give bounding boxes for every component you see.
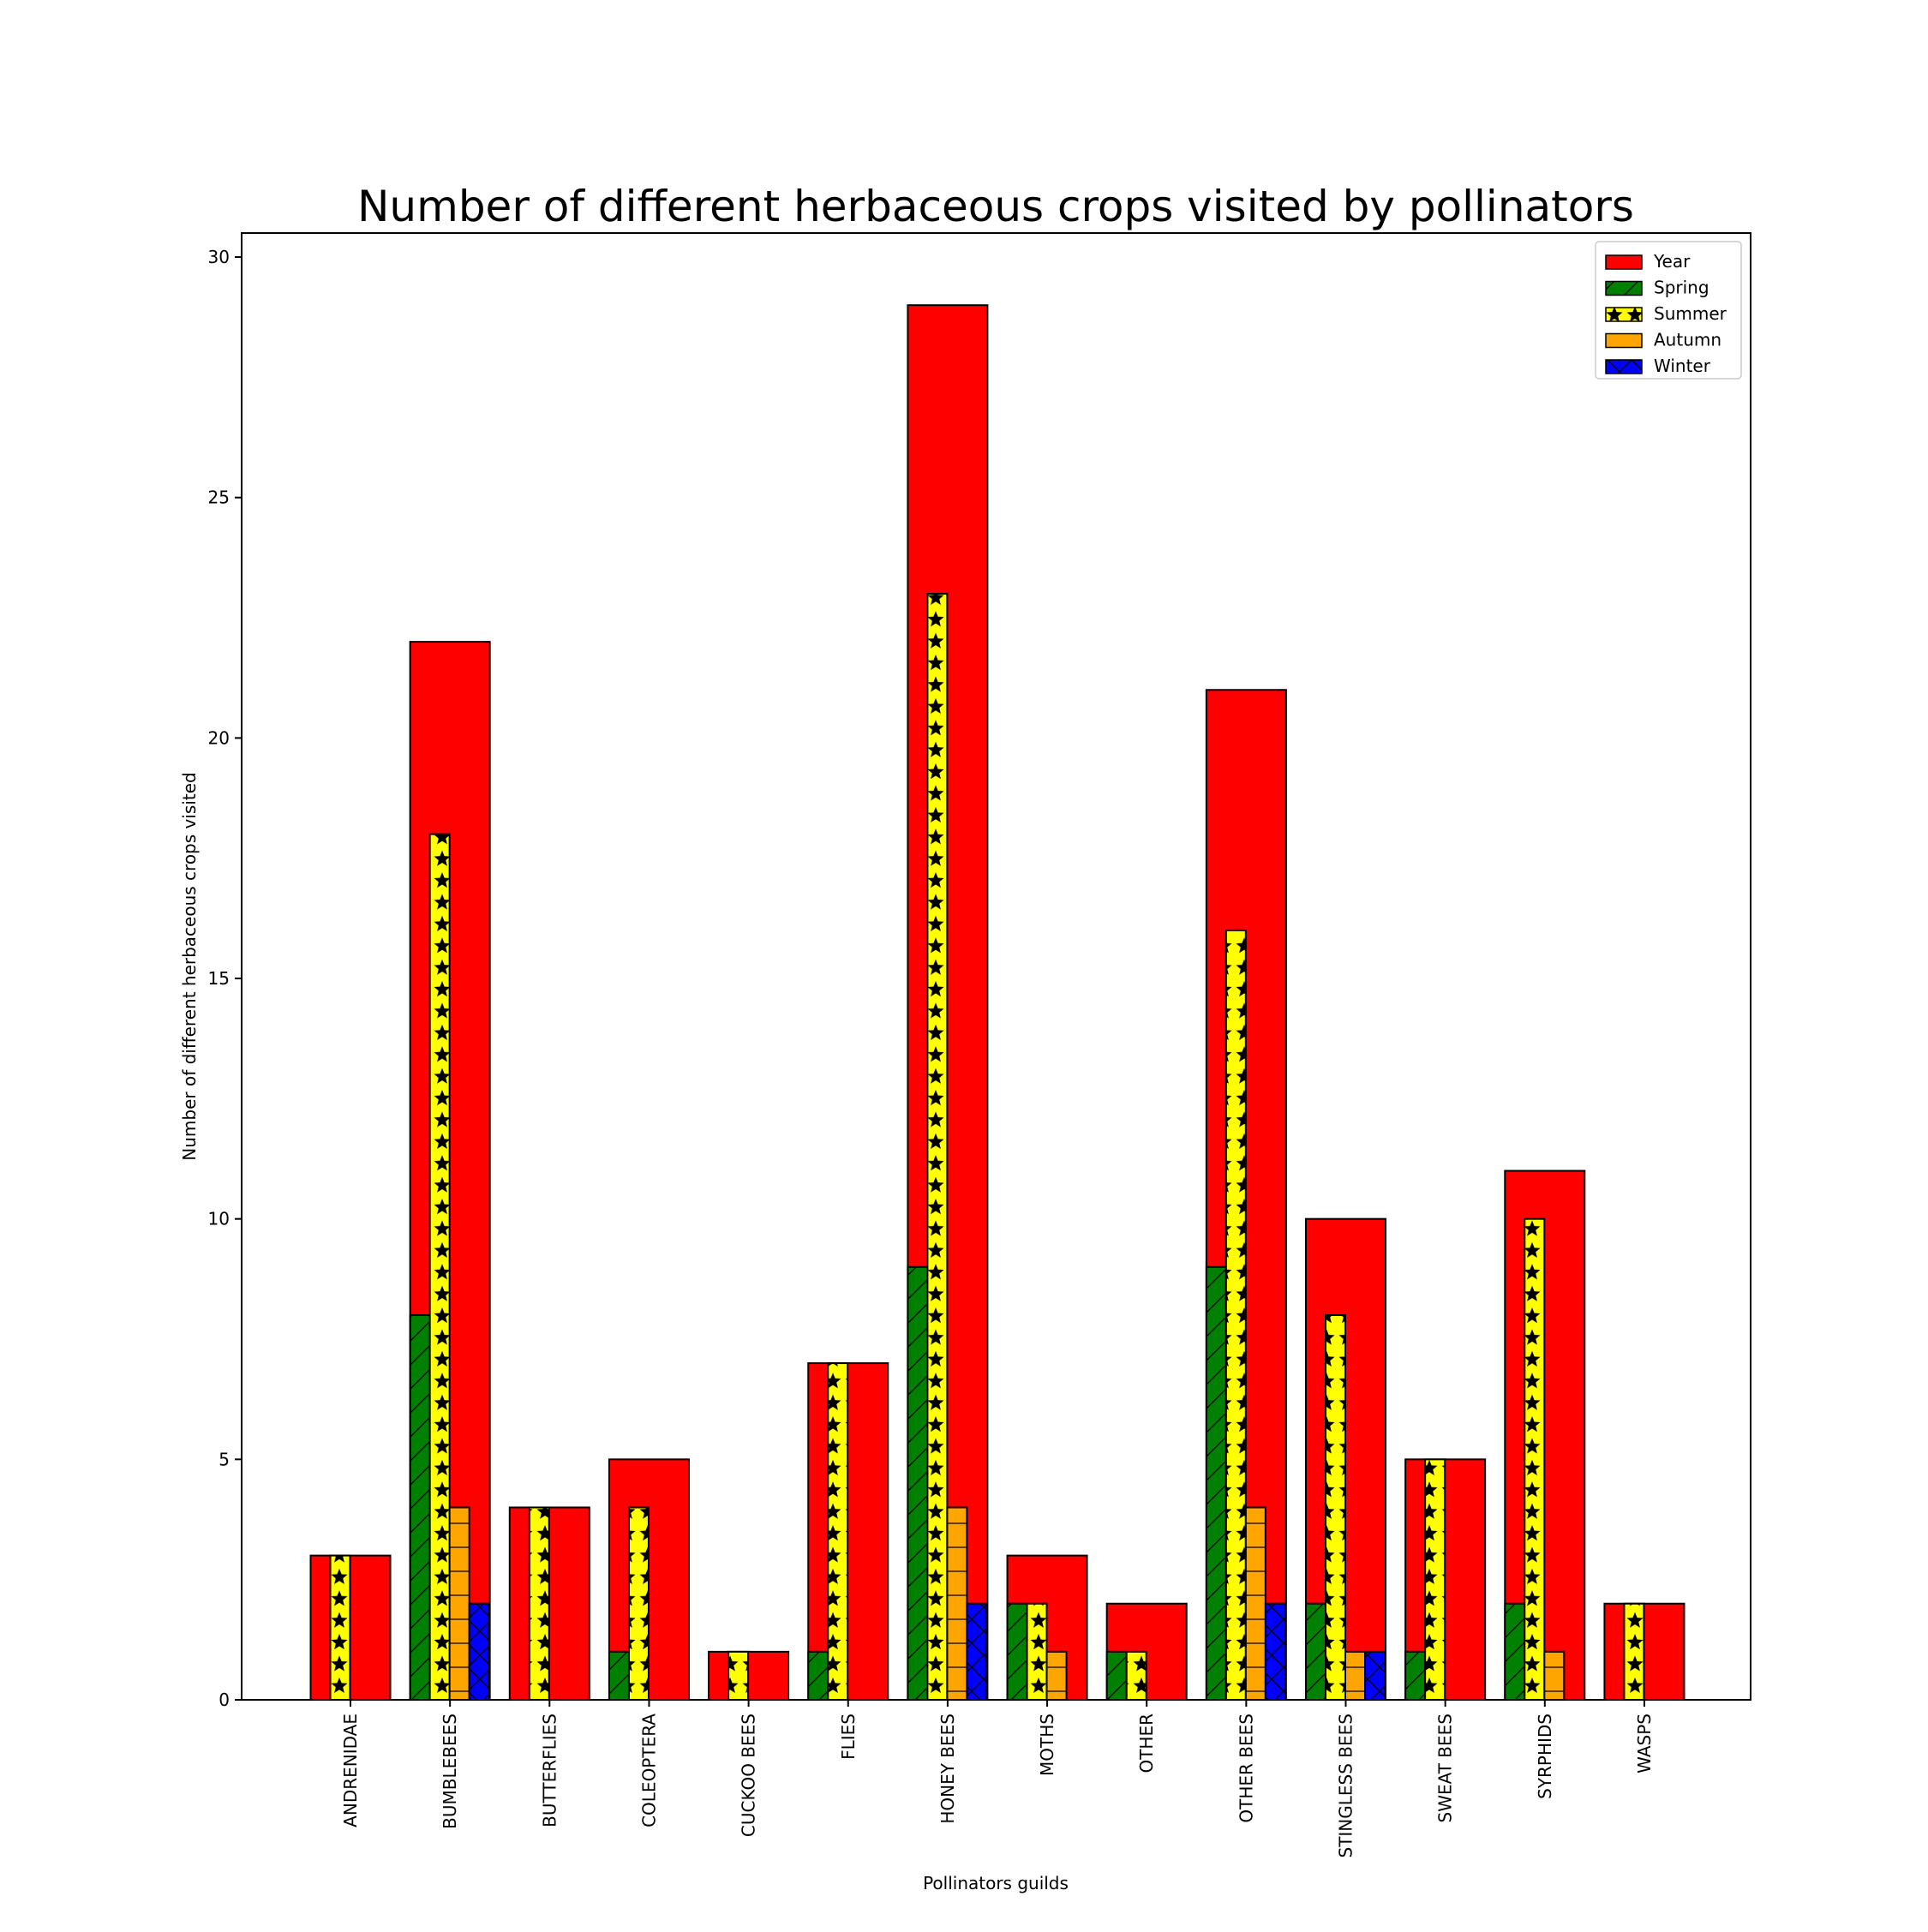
bar-hatch-spring-moths [1007,1603,1027,1700]
bar-group-other-bees [1205,689,1287,1702]
bar-hatch-summer-flies [828,1363,848,1700]
bar-hatch-summer-moths [1027,1603,1047,1700]
legend-swatch-year [1606,255,1642,269]
bar-hatch-summer-other-bees [1225,930,1246,1700]
x-tick-label: WASPS [1634,1714,1655,1773]
legend-swatch-hatch-summer [1606,308,1642,321]
bar-hatch-winter-other-bees [1265,1603,1285,1700]
x-tick-label: FLIES [838,1714,859,1760]
bar-hatch-summer-sweat-bees [1425,1459,1446,1700]
x-tick-label: ANDRENIDAE [340,1714,361,1827]
bar-group-moths [1006,1554,1088,1702]
chart-title: Number of different herbaceous crops vis… [357,182,1634,231]
legend-swatch-hatch-spring [1606,281,1642,296]
plot-area [309,304,1686,1702]
bar-hatch-autumn-moths [1046,1651,1067,1700]
legend-swatch-hatch-autumn [1606,333,1642,348]
bar-group-honey-bees [907,304,989,1702]
legend-label-spring: Spring [1654,278,1709,298]
x-tick-label: BUMBLEBEES [440,1714,460,1829]
y-tick-label: 0 [219,1690,230,1710]
y-axis-label: Number of different herbaceous crops vis… [179,772,200,1160]
x-tick-label: SWEAT BEES [1435,1714,1456,1823]
x-axis-label: Pollinators guilds [923,1873,1069,1893]
y-tick-label: 10 [208,1209,230,1229]
bar-hatch-spring-bumblebees [410,1314,430,1700]
bar-hatch-summer-honey-bees [927,593,948,1700]
bar-group-other [1105,1602,1188,1702]
legend-swatch-outline-summer [1605,307,1643,322]
legend-label-autumn: Autumn [1654,330,1721,350]
bar-hatch-winter-stingless-bees [1365,1651,1385,1700]
bar-hatch-spring-sweat-bees [1405,1651,1426,1700]
x-tick-label: MOTHS [1037,1714,1057,1776]
x-tick-label: SYRPHIDS [1535,1714,1555,1799]
bar-group-syrphids [1504,1169,1586,1702]
bar-group-cuckoo-bees [708,1650,790,1702]
legend-swatch-outline-spring [1605,280,1643,296]
bar-group-butterflies [508,1506,590,1702]
x-tick-label: HONEY BEES [937,1714,958,1824]
x-tick-label: STINGLESS BEES [1336,1714,1356,1858]
bar-group-flies [807,1362,889,1702]
bar-hatch-spring-stingless-bees [1306,1603,1326,1700]
x-tick-label: COLEOPTERA [638,1714,659,1827]
bar-hatch-autumn-other-bees [1245,1507,1266,1700]
bar-hatch-spring-other-bees [1206,1266,1226,1700]
y-tick-label: 30 [208,247,230,267]
bar-hatch-summer-butterflies [529,1507,549,1700]
x-tick-label: OTHER [1136,1714,1157,1773]
bar-hatch-summer-other [1126,1651,1147,1700]
x-tick-label: BUTTERFLIES [539,1714,560,1827]
legend-label-winter: Winter [1654,356,1711,376]
y-axis: 0 5 10 15 20 25 30 [208,247,242,1710]
bar-hatch-autumn-bumblebees [449,1507,470,1700]
bar-hatch-spring-syrphids [1505,1603,1525,1700]
bar-hatch-spring-flies [808,1651,829,1700]
bar-group-coleoptera [608,1458,690,1702]
x-axis: ANDRENIDAE BUMBLEBEES BUTTERFLIES COLEOPTER… [340,1700,1655,1858]
bar-hatch-summer-andrenidae [330,1555,350,1700]
y-tick-label: 20 [208,727,230,748]
bar-hatch-autumn-honey-bees [947,1507,967,1700]
bar-hatch-summer-coleoptera [628,1507,649,1700]
legend-swatch-outline-autumn [1605,332,1643,349]
y-tick-label: 25 [208,487,230,508]
bar-hatch-spring-other [1106,1651,1127,1700]
bar-hatch-spring-honey-bees [907,1266,928,1700]
x-tick-label: OTHER BEES [1236,1714,1256,1823]
x-tick-label: CUCKOO BEES [739,1714,759,1837]
legend-swatch-outline-year [1605,254,1643,270]
legend-swatch-hatch-winter [1606,360,1642,374]
bar-hatch-summer-bumblebees [429,834,450,1700]
bar-hatch-summer-wasps [1624,1603,1644,1700]
bar-group-bumblebees [409,641,491,1702]
bar-group-wasps [1603,1602,1686,1701]
legend-swatch-outline-winter [1605,359,1643,374]
y-tick-label: 15 [208,968,230,989]
bar-group-sweat-bees [1404,1458,1487,1702]
bar-hatch-spring-coleoptera [608,1651,629,1700]
bar-hatch-summer-stingless-bees [1326,1314,1345,1700]
legend-label-year: Year [1653,251,1691,272]
bar-hatch-winter-bumblebees [469,1603,489,1700]
bar-hatch-winter-honey-bees [967,1603,987,1700]
bar-group-andrenidae [309,1554,392,1702]
bar-hatch-autumn-stingless-bees [1345,1651,1365,1700]
legend: Year Spring Summer Autumn Winter [1595,241,1742,380]
bar-hatch-summer-cuckoo-bees [728,1651,749,1700]
legend-label-summer: Summer [1654,303,1727,324]
bar-hatch-autumn-syrphids [1544,1651,1565,1700]
bar-hatch-summer-syrphids [1524,1218,1545,1700]
bar-group-stingless-bees [1305,1217,1386,1702]
y-tick-label: 5 [219,1449,230,1469]
plot-frame [241,232,1751,1701]
